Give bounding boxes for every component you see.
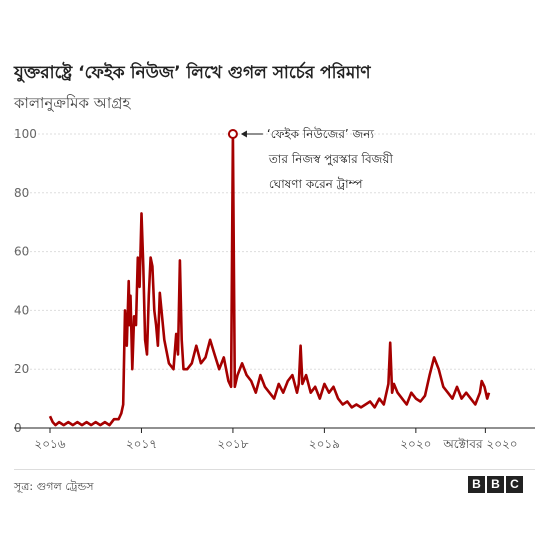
y-tick-label: 20 [14,362,29,376]
bbc-logo: B B C [468,476,523,493]
x-tick-label: ২০১৬ [34,437,65,451]
x-axis-ticks: ২০১৬ ২০১৭ ২০১৮ ২০১৯ ২০২০ অক্টোবর ২০২০ [34,428,518,451]
bbc-logo-block: B [468,476,485,493]
bbc-logo-block: B [487,476,504,493]
chart-subtitle: কালানুক্রমিক আগ্রহ [14,94,131,112]
annotation-arrow-head [240,130,247,138]
y-tick-label: 100 [14,127,37,141]
y-tick-label: 40 [14,303,29,317]
annotation-text: ঘোষণা করেন ট্রাম্প [269,177,364,191]
annotation-text: ‘ফেইক নিউজের’ জন্য [267,127,375,141]
x-tick-label: অক্টোবর ২০২০ [442,437,517,451]
x-tick-label: ২০১৮ [217,437,248,451]
source-note: সূত্র: গুগল ট্রেন্ডস [14,480,94,493]
x-tick-label: ২০১৭ [126,437,157,451]
footer-rule [14,469,535,470]
peak-marker [227,129,238,139]
y-tick-label: 80 [14,186,29,200]
bbc-logo-block: C [506,476,523,493]
x-tick-label: ২০২০ [400,437,431,451]
annotation-text: তার নিজস্ব পুরস্কার বিজয়ী [268,152,394,167]
y-tick-label: 60 [14,245,29,259]
x-tick-label: ২০১৯ [309,437,340,451]
annotation: ‘ফেইক নিউজের’ জন্য তার নিজস্ব পুরস্কার বি… [240,127,394,191]
chart-title: যুক্তরাষ্ট্রে ‘ফেইক নিউজ’ লিখে গুগল সার্… [14,63,371,83]
grid-lines [14,133,535,370]
series-line-fake-news [48,132,491,427]
